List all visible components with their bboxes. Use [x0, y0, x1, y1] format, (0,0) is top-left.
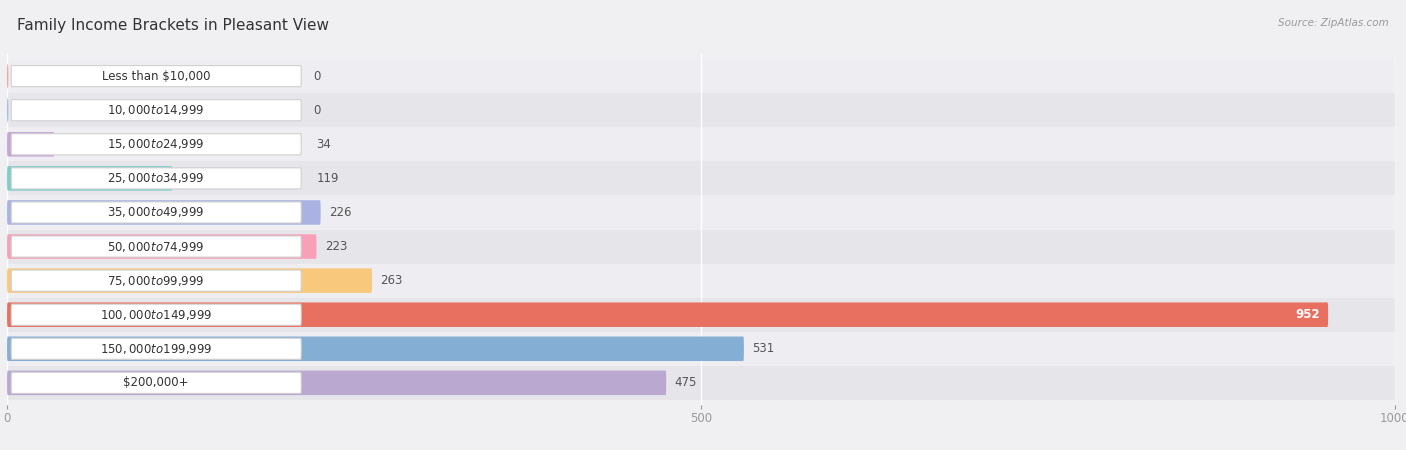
FancyBboxPatch shape [7, 371, 666, 395]
Text: 34: 34 [316, 138, 332, 151]
Text: $25,000 to $34,999: $25,000 to $34,999 [107, 171, 205, 185]
Text: Source: ZipAtlas.com: Source: ZipAtlas.com [1278, 18, 1389, 28]
Text: 223: 223 [325, 240, 347, 253]
Text: 0: 0 [314, 70, 321, 83]
Text: $50,000 to $74,999: $50,000 to $74,999 [107, 239, 205, 253]
Text: 475: 475 [675, 376, 697, 389]
Text: 0: 0 [314, 104, 321, 117]
FancyBboxPatch shape [7, 93, 1395, 127]
FancyBboxPatch shape [7, 302, 1329, 327]
FancyBboxPatch shape [7, 297, 1395, 332]
Text: 952: 952 [1295, 308, 1320, 321]
Text: $100,000 to $149,999: $100,000 to $149,999 [100, 308, 212, 322]
FancyBboxPatch shape [11, 304, 301, 325]
Text: $15,000 to $24,999: $15,000 to $24,999 [107, 137, 205, 151]
Text: 226: 226 [329, 206, 352, 219]
FancyBboxPatch shape [7, 332, 1395, 366]
Text: $10,000 to $14,999: $10,000 to $14,999 [107, 103, 205, 117]
Text: Less than $10,000: Less than $10,000 [103, 70, 211, 83]
FancyBboxPatch shape [7, 268, 373, 293]
Text: Family Income Brackets in Pleasant View: Family Income Brackets in Pleasant View [17, 18, 329, 33]
Text: 531: 531 [752, 342, 775, 355]
FancyBboxPatch shape [7, 59, 1395, 93]
Text: 119: 119 [316, 172, 339, 185]
FancyBboxPatch shape [7, 366, 1395, 400]
Text: 263: 263 [381, 274, 402, 287]
FancyBboxPatch shape [11, 66, 301, 87]
Text: $200,000+: $200,000+ [124, 376, 188, 389]
FancyBboxPatch shape [7, 132, 55, 157]
FancyBboxPatch shape [7, 337, 744, 361]
Text: $35,000 to $49,999: $35,000 to $49,999 [107, 206, 205, 220]
FancyBboxPatch shape [11, 338, 301, 360]
FancyBboxPatch shape [11, 99, 301, 121]
FancyBboxPatch shape [11, 168, 301, 189]
FancyBboxPatch shape [7, 166, 172, 191]
FancyBboxPatch shape [7, 264, 1395, 297]
FancyBboxPatch shape [7, 200, 321, 225]
FancyBboxPatch shape [11, 270, 301, 291]
FancyBboxPatch shape [11, 372, 301, 393]
FancyBboxPatch shape [7, 234, 316, 259]
FancyBboxPatch shape [11, 202, 301, 223]
Text: $150,000 to $199,999: $150,000 to $199,999 [100, 342, 212, 356]
FancyBboxPatch shape [7, 162, 1395, 195]
FancyBboxPatch shape [7, 230, 1395, 264]
FancyBboxPatch shape [11, 236, 301, 257]
FancyBboxPatch shape [11, 134, 301, 155]
FancyBboxPatch shape [7, 195, 1395, 230]
Text: $75,000 to $99,999: $75,000 to $99,999 [107, 274, 205, 288]
FancyBboxPatch shape [7, 127, 1395, 162]
